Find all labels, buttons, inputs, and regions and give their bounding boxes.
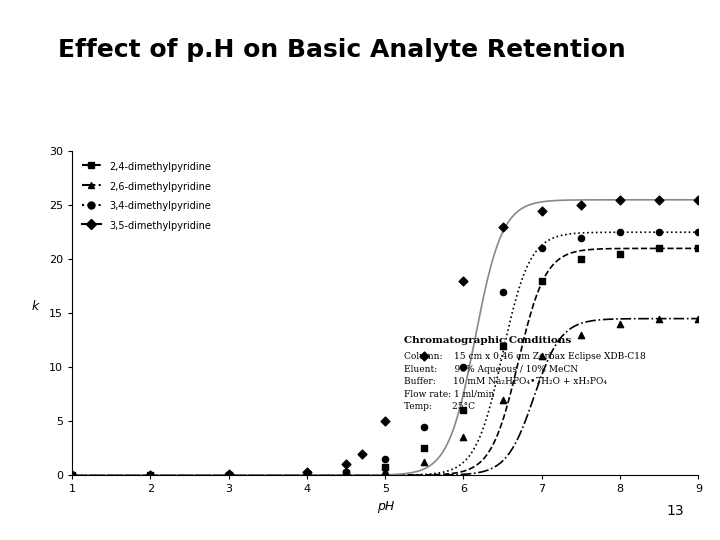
Point <box>654 228 665 237</box>
Point <box>379 467 391 475</box>
Text: Column:    15 cm x 0.46 cm Zorbax Eclipse XDB-C18
Eluent:      90% Aqueous / 10%: Column: 15 cm x 0.46 cm Zorbax Eclipse X… <box>404 352 646 411</box>
Point <box>497 341 508 350</box>
Point <box>418 352 430 361</box>
Point <box>497 222 508 231</box>
Point <box>418 458 430 467</box>
Point <box>458 276 469 285</box>
Point <box>458 406 469 415</box>
Point <box>418 422 430 431</box>
Point <box>614 320 626 328</box>
Point <box>575 233 587 242</box>
Point <box>379 462 391 471</box>
Point <box>66 470 78 479</box>
Point <box>418 444 430 453</box>
Point <box>654 244 665 253</box>
Point <box>222 470 234 479</box>
Point <box>341 468 352 476</box>
Point <box>341 460 352 469</box>
Point <box>536 352 548 361</box>
Point <box>222 470 234 479</box>
Point <box>536 206 548 215</box>
Point <box>301 470 312 478</box>
X-axis label: pH: pH <box>377 500 394 513</box>
Point <box>145 470 156 479</box>
Point <box>301 470 312 478</box>
Point <box>693 228 704 237</box>
Point <box>654 314 665 323</box>
Point <box>379 417 391 426</box>
Point <box>654 195 665 204</box>
Text: Chromatographic Conditions: Chromatographic Conditions <box>404 336 571 345</box>
Point <box>575 201 587 210</box>
Point <box>341 469 352 478</box>
Point <box>693 244 704 253</box>
Point <box>66 470 78 479</box>
Point <box>145 470 156 479</box>
Point <box>693 195 704 204</box>
Point <box>66 470 78 479</box>
Point <box>614 249 626 258</box>
Point <box>575 330 587 339</box>
Point <box>614 228 626 237</box>
Point <box>536 276 548 285</box>
Point <box>693 314 704 323</box>
Point <box>614 195 626 204</box>
Text: Effect of p.H on Basic Analyte Retention: Effect of p.H on Basic Analyte Retention <box>58 38 626 62</box>
Point <box>222 470 234 479</box>
Point <box>379 455 391 463</box>
Point <box>145 470 156 479</box>
Point <box>301 468 312 476</box>
Text: 13: 13 <box>667 504 684 518</box>
Point <box>575 255 587 264</box>
Point <box>536 244 548 253</box>
Y-axis label: k: k <box>32 300 39 313</box>
Point <box>301 470 312 478</box>
Point <box>222 470 234 478</box>
Legend: 2,4-dimethylpyridine, 2,6-dimethylpyridine, 3,4-dimethylpyridine, 3,5-dimethylpy: 2,4-dimethylpyridine, 2,6-dimethylpyridi… <box>77 156 216 237</box>
Point <box>458 363 469 372</box>
Point <box>66 470 78 479</box>
Point <box>497 287 508 296</box>
Point <box>356 449 367 458</box>
Point <box>341 469 352 477</box>
Point <box>145 470 156 479</box>
Point <box>458 433 469 442</box>
Point <box>497 395 508 404</box>
